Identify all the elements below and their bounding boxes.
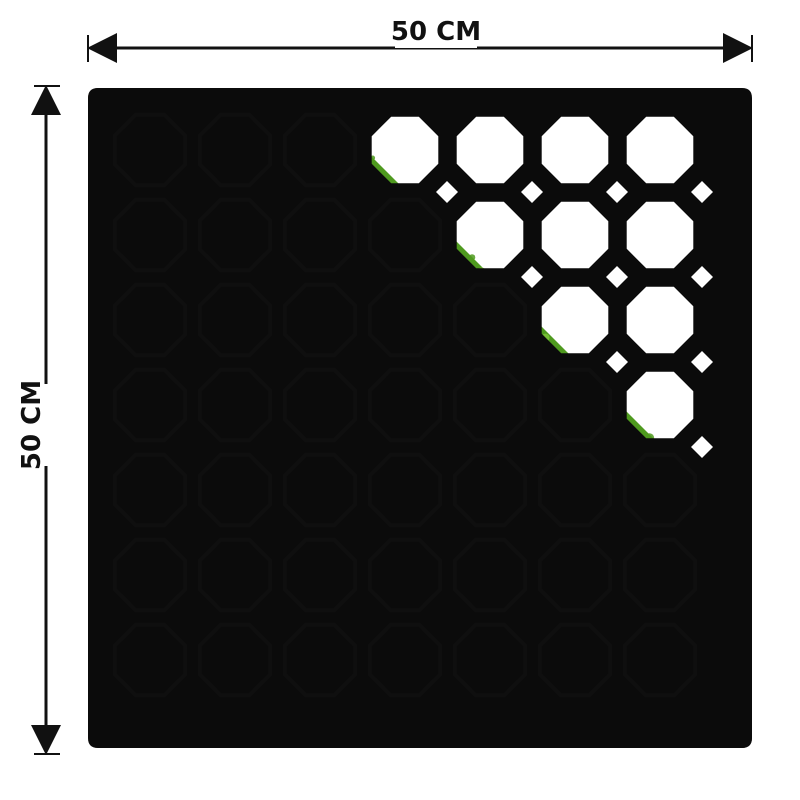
octagon-cell [112,452,188,528]
width-label-bg [395,14,477,48]
octagon-cell [112,367,188,443]
octagon-cell [282,112,358,188]
octagon-cell [197,452,273,528]
octagon-cell [537,537,613,613]
octagon-cell [452,282,528,358]
octagon-cell [367,622,443,698]
octagon-cell [367,197,443,273]
octagon-cell [197,367,273,443]
octagon-cell [367,452,443,528]
octagon-cell [622,452,698,528]
octagon-cell [282,367,358,443]
octagon-cell [537,622,613,698]
octagon-cell [112,282,188,358]
octagon-cell [282,282,358,358]
octagon-cell [452,537,528,613]
octagon-cell [282,537,358,613]
octagon-cell [197,537,273,613]
octagon-cell [112,112,188,188]
octagon-cell [452,452,528,528]
octagon-cell [622,537,698,613]
octagon-cell [282,622,358,698]
paver-ribs [112,112,698,698]
height-label: 50 CM [17,380,47,470]
octagon-cell [622,622,698,698]
width-label: 50 CM [391,17,481,47]
octagon-cell [112,197,188,273]
octagon-cell [537,367,613,443]
octagon-cell [112,537,188,613]
octagon-cell [197,197,273,273]
octagon-cell [197,282,273,358]
octagon-cell [282,452,358,528]
paver-grid-frame [88,88,752,748]
height-label-bg [14,384,48,466]
octagon-cell [367,367,443,443]
octagon-cell [537,452,613,528]
octagon-cell [282,197,358,273]
octagon-cell [452,367,528,443]
octagon-cell [452,622,528,698]
octagon-cell [197,112,273,188]
octagon-cell [367,282,443,358]
octagon-cell [367,537,443,613]
octagon-cell [197,622,273,698]
octagon-cell [112,622,188,698]
